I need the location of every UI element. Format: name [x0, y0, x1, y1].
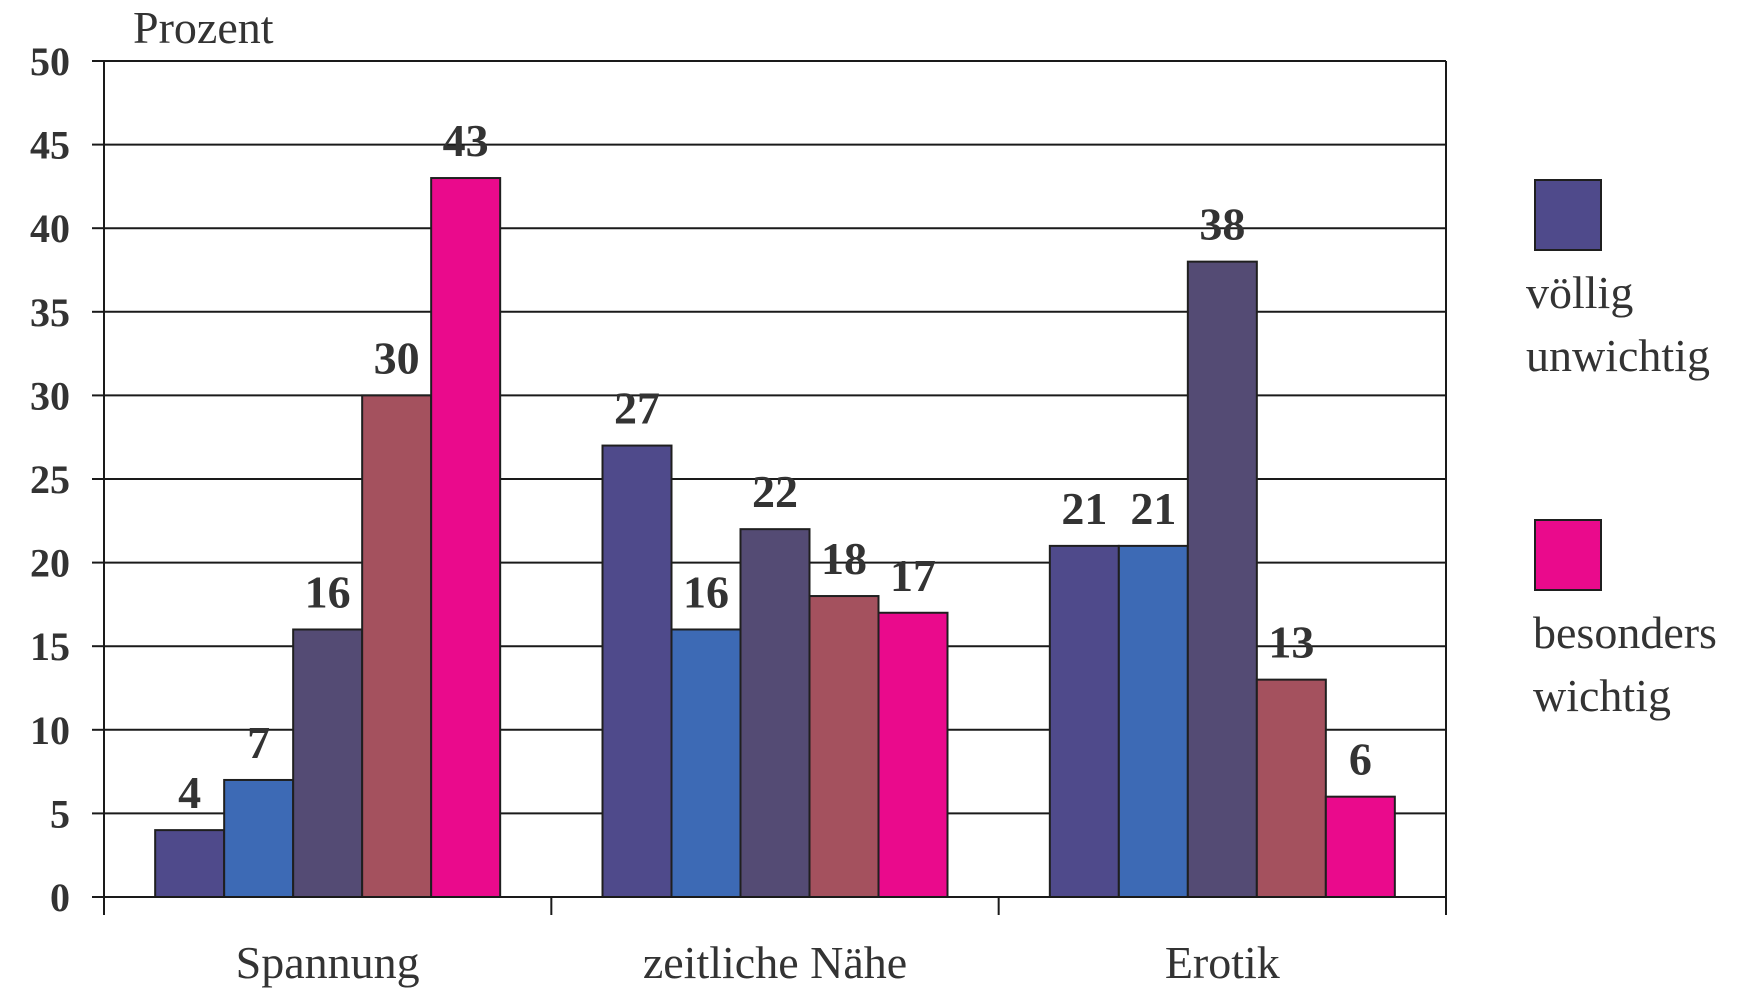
bar	[1186, 260, 1258, 898]
data-label: 18	[821, 533, 867, 584]
y-tick-label: 15	[30, 624, 70, 669]
y-tick-label: 0	[50, 875, 70, 920]
bars	[154, 177, 1396, 899]
data-label: 21	[1130, 483, 1176, 534]
y-tick-label: 25	[30, 457, 70, 502]
legend-label: wichtig	[1533, 670, 1671, 721]
y-axis-ticks: 0 5 10 15 20 25 30 35 40 45 50	[30, 39, 70, 920]
bar	[1117, 544, 1189, 898]
data-labels: 47 16 30 43 27 16 22 18 17 21 21 38 13 6	[178, 115, 1372, 818]
data-label: 6	[1349, 734, 1372, 785]
data-label: 22	[752, 466, 798, 517]
data-label: 27	[614, 383, 660, 434]
data-label: 38	[1199, 199, 1245, 250]
y-tick-label: 40	[30, 206, 70, 251]
legend-label: völlig	[1526, 267, 1633, 318]
bar	[223, 778, 295, 899]
bar	[601, 444, 673, 898]
y-tick-label: 45	[30, 123, 70, 168]
data-label: 21	[1061, 483, 1107, 534]
y-axis-label: Prozent	[133, 2, 274, 53]
data-label: 43	[443, 115, 489, 166]
legend-swatch	[1534, 179, 1602, 251]
legend-swatch	[1534, 519, 1602, 591]
y-tick-label: 30	[30, 373, 70, 418]
y-tick-label: 50	[30, 39, 70, 84]
y-tick-label: 35	[30, 290, 70, 335]
data-label: 17	[890, 550, 936, 601]
bar	[739, 528, 811, 898]
bar	[1255, 678, 1327, 899]
bar	[154, 829, 226, 898]
data-label: 4	[178, 767, 201, 818]
y-tick-label: 20	[30, 541, 70, 586]
bar	[292, 628, 364, 898]
bar	[1324, 795, 1396, 898]
bar	[361, 394, 433, 898]
bar	[1048, 544, 1120, 898]
bar	[670, 628, 742, 898]
category-labels: Spannung zeitliche Nähe Erotik	[236, 937, 1280, 988]
data-label: 30	[374, 332, 420, 383]
data-label: 7	[247, 717, 270, 768]
y-tick-label: 10	[30, 708, 70, 753]
category-label: Erotik	[1165, 937, 1280, 988]
category-label: Spannung	[236, 937, 420, 988]
axes	[92, 60, 1447, 915]
data-label: 13	[1268, 617, 1314, 668]
legend-label: unwichtig	[1526, 330, 1710, 381]
legend-label: besonders	[1533, 607, 1717, 658]
legend: völlig unwichtig besonders wichtig	[1526, 179, 1717, 721]
data-label: 16	[683, 566, 729, 617]
y-tick-label: 5	[50, 791, 70, 836]
bar	[808, 595, 880, 898]
bar	[430, 177, 502, 899]
bar	[877, 611, 949, 898]
category-label: zeitliche Nähe	[643, 937, 907, 988]
data-label: 16	[305, 566, 351, 617]
